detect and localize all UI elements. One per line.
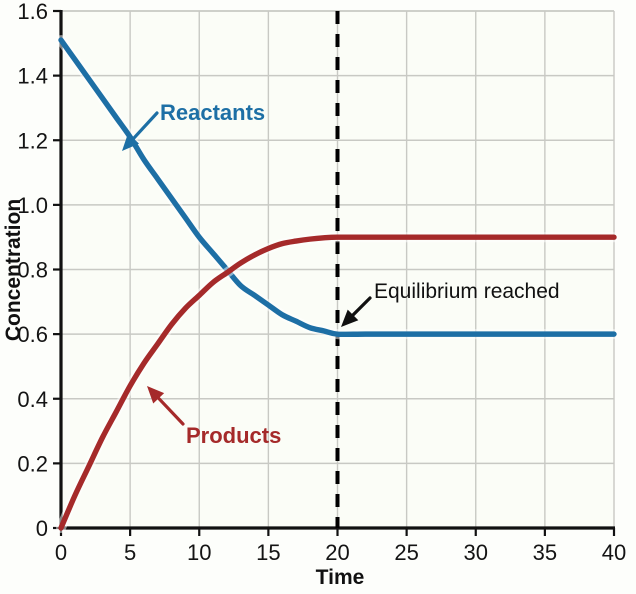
y-tick-label: 0.6 bbox=[17, 322, 48, 347]
annotation-arrow-head bbox=[122, 133, 140, 151]
x-tick-label: 30 bbox=[464, 540, 488, 565]
y-tick-label: 1.6 bbox=[17, 0, 48, 24]
x-axis-title: Time bbox=[316, 566, 365, 589]
data-series bbox=[56, 35, 619, 533]
annotation-label: Products bbox=[186, 423, 281, 448]
x-tick-label: 40 bbox=[602, 540, 626, 565]
y-tick-label: 1.0 bbox=[17, 193, 48, 218]
y-tick-label: 0 bbox=[36, 516, 48, 541]
annotation-arrow-line bbox=[348, 296, 372, 320]
annotation-arrow-line bbox=[129, 111, 159, 144]
y-axis-title: Concentration bbox=[2, 199, 25, 341]
x-tick-label: 25 bbox=[394, 540, 418, 565]
y-tick-label: 0.2 bbox=[17, 451, 48, 476]
gridlines bbox=[61, 10, 615, 528]
x-tick-label: 15 bbox=[256, 540, 280, 565]
x-tick-label: 35 bbox=[533, 540, 557, 565]
annotation-arrow-line bbox=[154, 393, 185, 426]
y-tick-label: 0.8 bbox=[17, 258, 48, 283]
x-tick-label: 5 bbox=[124, 540, 136, 565]
x-tick-label: 20 bbox=[325, 540, 349, 565]
annotation-label: Equilibrium reached bbox=[374, 280, 560, 303]
annotation-arrow-head bbox=[341, 309, 359, 327]
x-axis-ticks: 0 5 10 15 20 25 30 35 40 bbox=[55, 528, 626, 565]
equilibrium-annotation: Equilibrium reached bbox=[341, 280, 560, 327]
series-line-products bbox=[58, 234, 617, 531]
y-tick-label: 0.4 bbox=[17, 387, 48, 412]
series-line-reactants bbox=[58, 37, 617, 338]
x-tick-label: 10 bbox=[187, 540, 211, 565]
annotation-arrow-head bbox=[147, 386, 165, 404]
x-tick-label: 0 bbox=[55, 540, 67, 565]
y-tick-label: 1.4 bbox=[17, 64, 48, 89]
annotation-label: Reactants bbox=[160, 100, 265, 125]
annotations: Reactants Products Equilibrium reached bbox=[122, 100, 560, 448]
products-annotation: Products bbox=[147, 386, 281, 448]
y-tick-label: 1.2 bbox=[17, 128, 48, 153]
reactants-annotation: Reactants bbox=[122, 100, 265, 151]
